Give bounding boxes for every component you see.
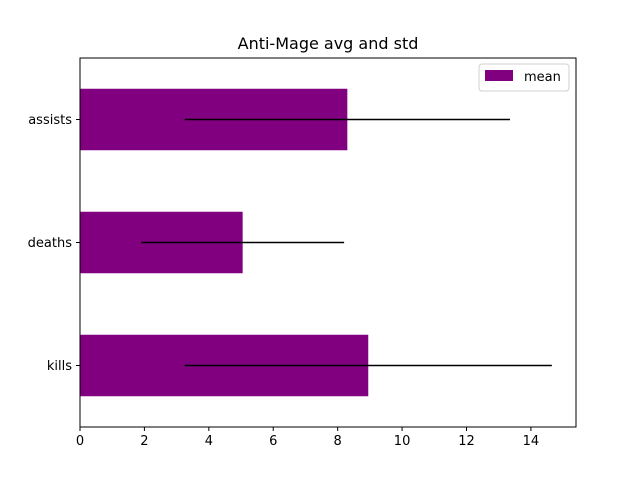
plot-area: kills deaths assists 0 2 4 6 8 10 12 14 <box>28 88 552 449</box>
y-tick-label-deaths: deaths <box>28 236 73 251</box>
chart-title: Anti-Mage avg and std <box>238 34 419 53</box>
x-tick-label: 10 <box>394 434 411 449</box>
x-tick-label: 0 <box>76 434 84 449</box>
legend: mean <box>478 63 570 92</box>
x-tick-label: 4 <box>205 434 213 449</box>
y-tick-label-kills: kills <box>47 359 72 374</box>
x-tick-label: 14 <box>523 434 540 449</box>
plot-frame <box>79 57 577 428</box>
legend-swatch <box>485 70 513 81</box>
x-tick-label: 6 <box>269 434 277 449</box>
legend-label: mean <box>524 70 561 85</box>
y-tick-label-assists: assists <box>28 113 72 128</box>
x-tick-label: 8 <box>334 434 342 449</box>
x-tick-label: 12 <box>458 434 475 449</box>
x-tick-label: 2 <box>140 434 148 449</box>
